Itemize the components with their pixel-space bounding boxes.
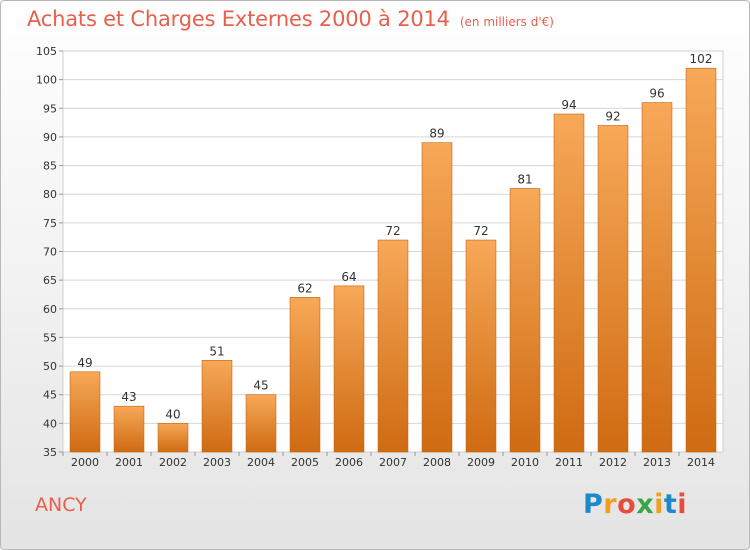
y-tick-label: 90 bbox=[43, 131, 57, 144]
data-label-2004: 45 bbox=[253, 379, 268, 393]
data-label-2011: 94 bbox=[561, 98, 576, 112]
bar-2011 bbox=[553, 113, 585, 453]
data-label-2010: 81 bbox=[517, 172, 532, 186]
data-label-2007: 72 bbox=[385, 224, 400, 238]
bar-2007 bbox=[377, 239, 409, 453]
bar-2012 bbox=[597, 125, 629, 453]
bar-2013 bbox=[641, 102, 673, 453]
chart-unit: (en milliers d'€) bbox=[459, 15, 554, 29]
x-tick-label-2005: 2005 bbox=[291, 456, 319, 469]
brand-letter: o bbox=[617, 489, 637, 520]
commune-name: ANCY bbox=[35, 494, 87, 516]
data-label-2005: 62 bbox=[297, 281, 312, 295]
proxiti-logo: Proxiti bbox=[583, 489, 687, 520]
x-tick-label-2011: 2011 bbox=[555, 456, 583, 469]
bar-2006 bbox=[333, 285, 365, 453]
brand-letter: t bbox=[663, 489, 678, 520]
y-axis: 35 40 45 50 55 60 65 70 75 80 85 90 95 100 105 bbox=[36, 45, 63, 459]
y-tick-label: 100 bbox=[36, 74, 57, 87]
bar-2004 bbox=[245, 394, 277, 453]
x-tick-label-2002: 2002 bbox=[159, 456, 187, 469]
bar-2010 bbox=[509, 188, 541, 453]
y-tick-label: 95 bbox=[43, 102, 57, 115]
brand-letter: i bbox=[654, 489, 664, 520]
brand-letter: r bbox=[603, 489, 618, 520]
x-tick-label-2006: 2006 bbox=[335, 456, 363, 469]
data-label-2013: 96 bbox=[649, 87, 664, 101]
x-tick-label-2001: 2001 bbox=[115, 456, 143, 469]
title-line: Achats et Charges Externes 2000 à 2014 (e… bbox=[27, 7, 554, 31]
bar-2003 bbox=[201, 360, 233, 453]
bar-2009 bbox=[465, 239, 497, 453]
x-axis: 2000 2001 2002 2003 2004 2005 2006 2007 2008 2009… bbox=[62, 452, 715, 469]
brand-letter: i bbox=[677, 489, 688, 520]
x-tick-label-2004: 2004 bbox=[247, 456, 275, 469]
y-tick-label: 50 bbox=[43, 360, 57, 373]
y-tick-label: 65 bbox=[43, 274, 57, 287]
x-tick-label-2007: 2007 bbox=[379, 456, 407, 469]
y-tick-label: 105 bbox=[36, 45, 57, 58]
brand-letter: P bbox=[583, 489, 604, 520]
data-label-2014: 102 bbox=[690, 52, 713, 66]
x-tick-label-2008: 2008 bbox=[423, 456, 451, 469]
y-tick-label: 45 bbox=[43, 389, 57, 402]
data-label-2000: 49 bbox=[77, 356, 92, 370]
x-tick-label-2000: 2000 bbox=[71, 456, 99, 469]
x-tick-label-2012: 2012 bbox=[599, 456, 627, 469]
data-label-2009: 72 bbox=[473, 224, 488, 238]
bar-2008 bbox=[421, 142, 453, 453]
bars bbox=[69, 67, 717, 453]
brand-letter: x bbox=[636, 489, 655, 520]
x-tick-label-2009: 2009 bbox=[467, 456, 495, 469]
y-tick-label: 35 bbox=[43, 446, 57, 459]
x-tick-label-2013: 2013 bbox=[643, 456, 671, 469]
x-tick-label-2010: 2010 bbox=[511, 456, 539, 469]
data-label-2012: 92 bbox=[605, 109, 620, 123]
data-labels: 49 43 40 51 45 62 64 72 89 72 81 94 92 96 102 bbox=[77, 52, 712, 421]
y-tick-label: 75 bbox=[43, 217, 57, 230]
data-label-2001: 43 bbox=[121, 390, 136, 404]
data-label-2003: 51 bbox=[209, 344, 224, 358]
y-tick-label: 80 bbox=[43, 188, 57, 201]
bar-2002 bbox=[157, 423, 189, 453]
x-tick-label-2003: 2003 bbox=[203, 456, 231, 469]
y-tick-label: 60 bbox=[43, 303, 57, 316]
bar-2014 bbox=[685, 67, 717, 453]
bar-2005 bbox=[289, 297, 321, 453]
chart-title: Achats et Charges Externes 2000 à 2014 bbox=[27, 7, 450, 31]
bar-2001 bbox=[113, 405, 145, 453]
x-tick-label-2014: 2014 bbox=[687, 456, 715, 469]
y-tick-label: 40 bbox=[43, 417, 57, 430]
data-label-2008: 89 bbox=[429, 127, 444, 141]
y-tick-label: 55 bbox=[43, 331, 57, 344]
data-label-2002: 40 bbox=[165, 407, 180, 421]
y-tick-label: 85 bbox=[43, 160, 57, 173]
y-tick-label: 70 bbox=[43, 246, 57, 259]
data-label-2006: 64 bbox=[341, 270, 356, 284]
bar-2000 bbox=[69, 371, 101, 453]
